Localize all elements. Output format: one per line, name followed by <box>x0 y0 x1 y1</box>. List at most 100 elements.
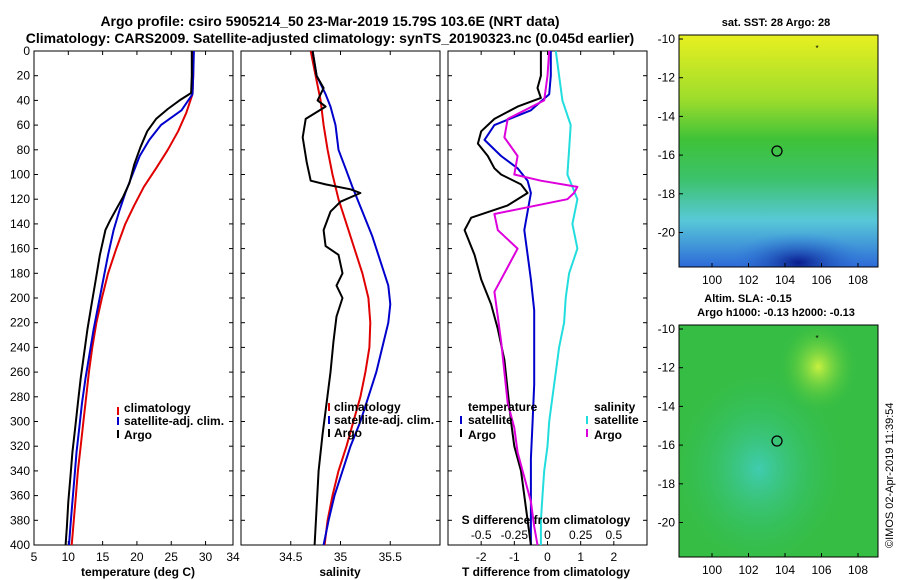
y-tick-label: 320 <box>10 439 30 453</box>
difference-axis-ticks: -2 -1 0 1 2 -0.5 -0.25 0 0.25 0.5 <box>448 50 647 564</box>
sla-map-title2: Argo h1000: -0.13 h2000: -0.13 <box>697 307 855 319</box>
s-tick-label: 0 <box>544 528 551 542</box>
y-tick-label: 340 <box>10 464 30 478</box>
sla-map-frame <box>678 324 879 558</box>
series-line-climatology <box>70 51 195 546</box>
argo-location-marker <box>771 145 783 157</box>
legend-label-argo: Argo <box>334 426 362 440</box>
legend-label-t-satellite: satellite <box>468 413 513 427</box>
legend-label-satellite-adj: satellite-adj. clim. <box>334 413 434 427</box>
map-x-tick-label: 108 <box>848 563 868 577</box>
x-tick-label: 0 <box>544 550 551 564</box>
sla-high-anomaly <box>679 325 878 557</box>
map-x-tick-label: 106 <box>811 273 831 287</box>
y-tick-label: 20 <box>17 69 31 83</box>
salinity-xlabel: salinity <box>319 565 361 579</box>
map-y-tick-label: -14 <box>658 399 676 413</box>
y-tick-label: 100 <box>10 168 30 182</box>
x-tick-label: 20 <box>130 550 144 564</box>
x-tick-label: 10 <box>62 550 76 564</box>
y-tick-label: 0 <box>23 44 30 58</box>
imos-credit: ©IMOS 02-Apr-2019 11:39:54 <box>884 403 896 548</box>
y-tick-label: 200 <box>10 291 30 305</box>
legend-title-temperature: temperature <box>468 400 538 414</box>
legend-title-salinity: salinity <box>594 400 636 414</box>
y-tick-label: 300 <box>10 415 30 429</box>
sla-map-ticks: 100 102 104 106 108 -10 -12 -14 -16 -18 -20 <box>658 322 869 577</box>
sla-map: Altim. SLA: -0.15 Argo h1000: -0.13 h200… <box>658 293 879 577</box>
y-tick-label: 240 <box>10 340 30 354</box>
sst-cold-pool <box>679 180 878 267</box>
figure-title-line1: Argo profile: csiro 5905214_50 23-Mar-20… <box>100 13 559 29</box>
s-tick-label: -0.25 <box>501 528 529 542</box>
difference-panel: -2 -1 0 1 2 -0.5 -0.25 0 0.25 0.5 T difference fr… <box>447 50 648 579</box>
salinity-panel: 34.5 35 35.5 salinity climatology satellit… <box>240 50 441 579</box>
map-y-tick-label: -12 <box>658 361 676 375</box>
series-line-s-argo <box>493 50 579 546</box>
x-tick-label: 34 <box>226 550 240 564</box>
legend-label-s-satellite: satellite <box>594 413 639 427</box>
small-float-marker: * <box>815 334 818 343</box>
y-tick-label: 220 <box>10 316 30 330</box>
map-x-tick-label: 104 <box>775 563 795 577</box>
sst-map: sat. SST: 28 Argo: 28 * 100 102 104 106 108 -… <box>658 17 879 287</box>
series-line-t-satellite <box>483 51 552 545</box>
y-tick-label: 80 <box>17 143 31 157</box>
map-x-tick-label: 102 <box>738 563 758 577</box>
temperature-xlabel: temperature (deg C) <box>81 565 195 579</box>
temperature-series <box>64 50 195 546</box>
difference-series <box>463 50 579 546</box>
x-tick-label: 35 <box>334 550 348 564</box>
map-y-tick-label: -14 <box>658 109 676 123</box>
sst-map-frame <box>678 34 879 268</box>
map-y-tick-label: -16 <box>658 148 676 162</box>
y-tick-label: 260 <box>10 365 30 379</box>
legend-label-satellite-adj: satellite-adj. clim. <box>124 414 224 428</box>
x-tick-label: 2 <box>610 550 617 564</box>
x-tick-label: -2 <box>476 550 487 564</box>
salinity-legend: climatology satellite-adj. clim. Argo <box>328 400 434 440</box>
temperature-legend: climatology satellite-adj. clim. Argo <box>117 401 224 442</box>
sla-map-title1: Altim. SLA: -0.15 <box>704 293 791 305</box>
map-x-tick-label: 106 <box>811 563 831 577</box>
s-tick-label: 0.5 <box>605 528 622 542</box>
map-x-tick-label: 108 <box>848 273 868 287</box>
map-y-tick-label: -18 <box>658 187 676 201</box>
map-x-tick-label: 102 <box>738 273 758 287</box>
y-tick-label: 60 <box>17 118 31 132</box>
legend-label-climatology: climatology <box>334 400 401 414</box>
difference-plot-frame <box>447 50 648 546</box>
s-tick-label: -0.5 <box>471 528 492 542</box>
series-line-satellite-adj-clim- <box>68 50 195 546</box>
s-difference-label: S difference from climatology <box>462 513 631 527</box>
map-y-tick-label: -20 <box>658 226 676 240</box>
map-y-tick-label: -10 <box>658 32 676 46</box>
x-tick-label: 34.5 <box>279 550 303 564</box>
map-y-tick-label: -16 <box>658 438 676 452</box>
small-float-marker: * <box>815 44 818 53</box>
sst-map-title: sat. SST: 28 Argo: 28 <box>722 17 830 29</box>
map-y-tick-label: -18 <box>658 477 676 491</box>
legend-label-t-argo: Argo <box>468 428 496 442</box>
y-tick-label: 160 <box>10 242 30 256</box>
x-tick-label: 30 <box>199 550 213 564</box>
map-y-tick-label: -20 <box>658 516 676 530</box>
difference-legend: temperature satellite Argo salinity sate… <box>460 400 639 442</box>
legend-label-s-argo: Argo <box>594 428 622 442</box>
temperature-axis-ticks: 0 20 40 60 80 100 120 140 160 180 200 220 240 260 280 3… <box>10 44 240 564</box>
map-y-tick-label: -10 <box>658 322 676 336</box>
series-line-satellite-adj-clim- <box>311 50 392 546</box>
argo-location-marker <box>771 435 783 447</box>
series-line-t-argo <box>463 51 542 546</box>
series-line-s-satellite <box>539 50 579 545</box>
x-tick-label: 25 <box>165 550 179 564</box>
figure-title-line2: Climatology: CARS2009. Satellite-adjuste… <box>26 30 634 46</box>
map-y-tick-label: -12 <box>658 71 676 85</box>
s-tick-label: 0.25 <box>569 528 593 542</box>
map-x-tick-label: 104 <box>775 273 795 287</box>
series-line-argo <box>301 50 362 546</box>
x-tick-label: 35.5 <box>379 550 403 564</box>
temperature-plot-frame <box>33 50 234 546</box>
map-x-tick-label: 100 <box>702 273 722 287</box>
